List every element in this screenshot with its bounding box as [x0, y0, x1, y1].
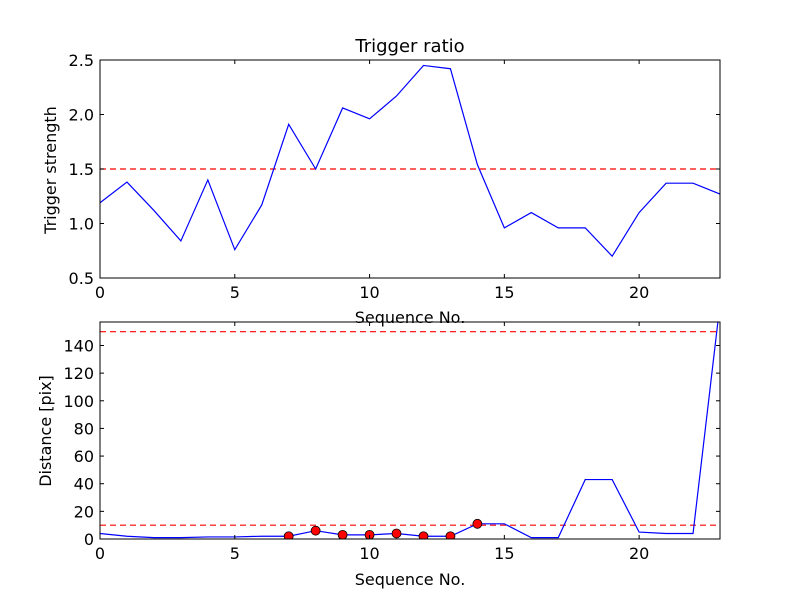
x-axis-label: Sequence No.	[355, 570, 466, 589]
x-tick-label: 0	[95, 283, 105, 302]
y-tick-label: 80	[74, 419, 94, 438]
y-axis-label: Distance [pix]	[36, 375, 55, 487]
x-tick-label: 15	[494, 283, 514, 302]
series-line	[100, 322, 719, 539]
data-point-marker	[418, 531, 429, 539]
plot-title: Trigger ratio	[354, 36, 464, 57]
data-point-marker	[472, 518, 483, 529]
x-tick-label: 10	[359, 544, 379, 563]
data-point-marker	[445, 531, 456, 539]
x-tick-label: 0	[95, 544, 105, 563]
y-tick-label: 20	[74, 502, 94, 521]
data-point-marker	[391, 528, 402, 539]
y-tick-label: 2.0	[69, 106, 94, 125]
data-point-marker	[364, 529, 375, 539]
trigger-ratio-plot: Trigger ratio Sequence No. Trigger stren…	[41, 36, 721, 327]
x-tick-label: 5	[230, 283, 240, 302]
x-tick-label: 20	[629, 544, 649, 563]
y-tick-label: 1.0	[69, 215, 94, 234]
distance-plot: Sequence No. Distance [pix] 0 5 10 15 20 0 20 4…	[36, 321, 721, 589]
data-point-marker	[337, 529, 348, 539]
data-point-marker	[283, 531, 294, 539]
y-tick-label: 140	[63, 336, 94, 355]
plot-frame	[99, 321, 721, 540]
x-tick-label: 20	[629, 283, 649, 302]
data-point-marker	[310, 525, 321, 536]
y-tick-label: 60	[74, 447, 94, 466]
y-tick-label: 100	[63, 392, 94, 411]
data-layer	[100, 322, 720, 539]
x-axis-label: Sequence No.	[355, 308, 466, 327]
x-tick-label: 15	[494, 544, 514, 563]
data-layer	[100, 64, 720, 258]
x-tick-label: 5	[230, 544, 240, 563]
y-axis-label: Trigger strength	[41, 106, 60, 235]
y-tick-label: 0	[84, 530, 94, 549]
y-tick-label: 0.5	[69, 269, 94, 288]
series-line	[100, 64, 720, 258]
y-tick-label: 2.5	[69, 51, 94, 70]
y-tick-label: 40	[74, 475, 94, 494]
y-tick-label: 1.5	[69, 160, 94, 179]
y-tick-label: 120	[63, 364, 94, 383]
x-tick-label: 10	[359, 283, 379, 302]
